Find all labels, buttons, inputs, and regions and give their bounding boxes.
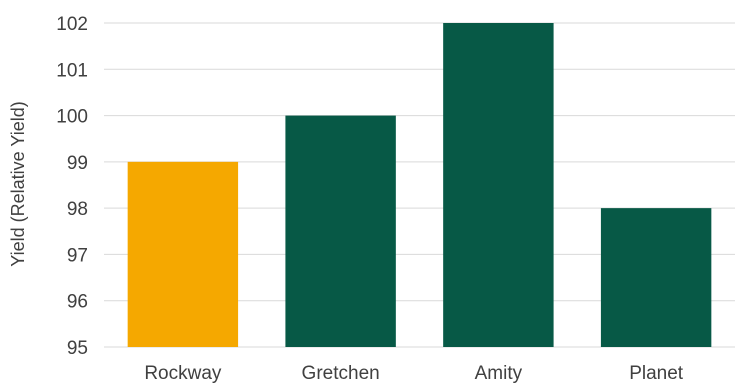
y-tick-label: 95	[67, 338, 88, 359]
y-tick-label: 98	[67, 199, 88, 220]
y-tick-label: 96	[67, 292, 88, 313]
y-tick-labels: 95 96 97 98 99 100 101 102	[56, 14, 88, 359]
y-axis-title: Yield (Relative Yield)	[8, 101, 28, 266]
y-tick-label: 99	[67, 153, 88, 174]
x-category-label: Gretchen	[302, 363, 380, 384]
x-category-labels: Rockway Gretchen Amity Planet	[144, 363, 683, 384]
bar-planet	[600, 208, 712, 347]
bar-amity	[443, 23, 554, 347]
bar-gretchen	[285, 115, 396, 347]
x-category-label: Rockway	[144, 363, 222, 384]
bars	[127, 23, 712, 347]
y-tick-label: 102	[56, 14, 88, 35]
y-tick-label: 101	[56, 60, 88, 81]
x-category-label: Planet	[629, 363, 684, 384]
y-tick-label: 97	[67, 245, 88, 266]
x-category-label: Amity	[475, 363, 523, 384]
y-tick-label: 100	[56, 107, 88, 128]
bar-rockway	[127, 161, 239, 347]
